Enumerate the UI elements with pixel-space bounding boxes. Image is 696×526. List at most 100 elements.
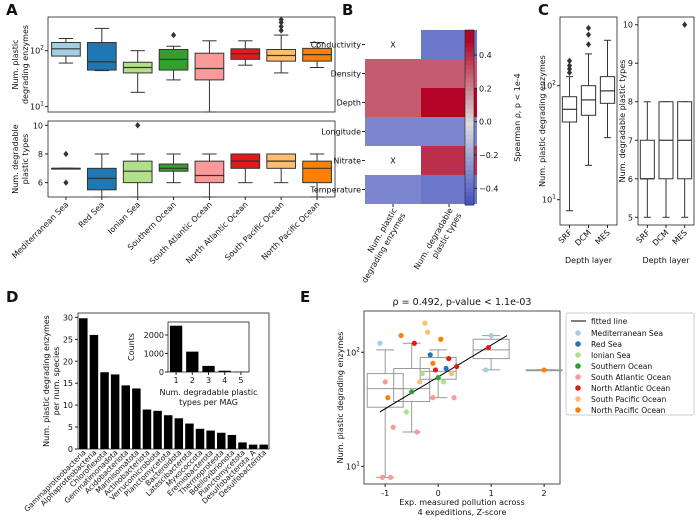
chart-title: ρ = 0.492, p-value < 1.1e-03 [393,297,532,308]
panel-label-a: A [6,1,18,19]
panel-b-heatmap: Conductivity X Density Depth Longitude Nitrat… [309,29,522,284]
bar [79,318,88,449]
colorbar-segment [465,47,474,53]
flier-point [566,69,573,76]
colorbar-segment [465,139,474,145]
x-tick-label: Mediterranean Sea [10,200,70,260]
inset-bar [186,351,199,372]
inset-y-tick-label: 2000 [144,331,164,340]
flier-point [170,31,177,39]
data-point [438,336,444,342]
legend-swatch [575,396,581,402]
flier-point [278,23,284,30]
legend-entry: Ionian Sea [591,351,631,360]
colorbar-segment [465,30,474,35]
inset-y-axis-label: Counts [127,333,136,361]
flier-point [682,21,688,28]
bar [132,388,141,449]
bar [206,430,215,449]
data-point [419,371,425,377]
y-tick-label: 102 [30,45,44,56]
legend-swatch [575,374,581,380]
colorbar-segment [465,156,474,162]
inset-x-tick-label: 2 [190,376,195,385]
inset-y-tick-label: 1000 [144,349,164,358]
flier-point [566,62,573,69]
bar [217,432,226,449]
y-tick-label: 102 [346,346,360,357]
flier-point [278,27,284,34]
colorbar-segment [465,82,474,88]
row-label: Density [331,70,362,79]
bar [259,444,268,449]
x-tick-label: South Pacific Ocean [223,200,285,262]
colorbar-segment [465,196,474,202]
colorbar-segment [465,91,474,97]
heatmap-cell [365,59,421,88]
data-point [432,367,439,373]
colorbar-tick-label: 0.4 [479,51,492,60]
flier-point [566,65,573,73]
colorbar-segment [465,200,474,206]
row-label: Depth [337,99,361,108]
bar [163,415,173,449]
colorbar-segment [465,143,474,149]
flier-point [135,122,141,129]
legend-swatch [575,363,581,369]
legend-entry: fitted line [591,317,628,326]
data-point [385,395,391,401]
data-point [377,340,383,346]
box-body [122,160,153,184]
x-tick-label: 2 [542,489,547,498]
y-tick-label: 20 [63,357,73,366]
colorbar-segment [465,43,474,48]
missing-mark: X [390,157,396,166]
inset-y-tick-label: 0 [159,368,164,377]
legend-entry: Mediterranean Sea [591,329,663,338]
data-point [483,367,489,373]
data-point [440,379,447,385]
bar [142,409,152,449]
box-body [393,368,431,403]
heatmap-cell [365,88,421,117]
x-tick-label: MES [593,228,611,246]
data-point [390,424,396,430]
y-tick-label: 10 [63,401,73,410]
heatmap-cell [365,117,421,146]
fitted-line [379,335,508,413]
panel-d-bar-chart: 051015202530GammaproteobacteriaAlphaprot… [22,312,270,514]
data-point [451,395,457,401]
panel-e-scatter: ρ = 0.492, p-value < 1.1e-03 -1 0 1 2 101 102 E… [336,297,695,517]
colorbar-segment [465,73,474,79]
colorbar-tick-label: 0.2 [479,84,492,93]
bar [121,385,130,449]
y-tick-label: 10 [33,121,43,130]
colorbar-segment [465,65,474,70]
box-body [366,373,404,408]
colorbar-segment [465,178,474,184]
row-label: Conductivity [311,41,362,50]
colorbar-tick-label: −0.4 [479,184,498,193]
panel-label-d: D [6,288,18,306]
legend-entry: Red Sea [591,340,622,349]
panel-label-c: C [538,1,549,19]
colorbar-frame [464,29,475,206]
y-tick-label: 102 [542,80,556,91]
bar [238,442,247,449]
y-axis-label: Num. degradable plastic types [618,60,627,183]
data-point [427,352,433,358]
y-tick-label: 101 [346,460,360,471]
data-point [379,474,386,480]
data-point [446,355,452,362]
colorbar-segment [465,56,474,62]
box-body [158,163,189,172]
y-tick-label: 9 [628,59,633,68]
colorbar-segment [465,34,474,40]
bar [153,410,162,449]
data-point [387,474,394,480]
y-tick-label: 101 [542,194,556,205]
x-tick-label: Red Sea [77,200,107,230]
inset-bar [169,325,183,372]
missing-mark: X [390,41,396,50]
